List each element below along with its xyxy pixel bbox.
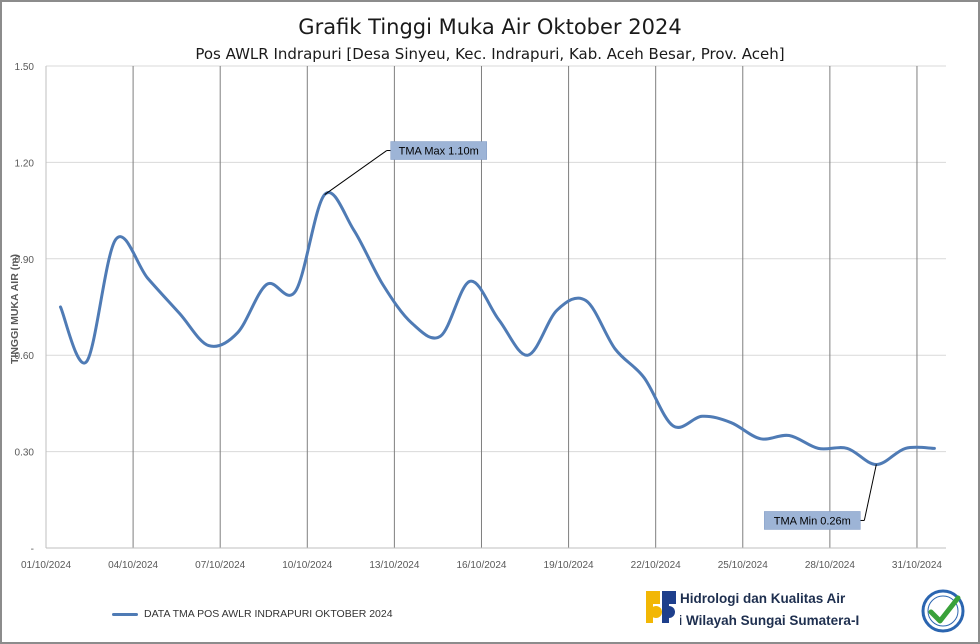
x-tick-label: 22/10/2024 bbox=[631, 560, 681, 571]
x-tick-label: 19/10/2024 bbox=[544, 560, 594, 571]
x-tick-label: 13/10/2024 bbox=[369, 560, 419, 571]
legend-swatch bbox=[112, 612, 138, 616]
annotation-label: TMA Min 0.26m bbox=[774, 515, 851, 527]
x-tick-label: 10/10/2024 bbox=[282, 560, 332, 571]
y-axis-title: TINGGI MUKA AIR (m) bbox=[9, 254, 21, 364]
y-tick-label: 0.60 bbox=[15, 351, 35, 362]
annotation-leader bbox=[863, 464, 877, 521]
annotation-box bbox=[390, 141, 487, 160]
org-line-2: Balai Wilayah Sungai Sumatera-I bbox=[650, 613, 860, 628]
x-tick-label: 01/10/2024 bbox=[21, 560, 71, 571]
y-tick-label: 0.90 bbox=[15, 255, 35, 266]
chart-title: Grafik Tinggi Muka Air Oktober 2024 bbox=[298, 15, 682, 39]
y-tick-label: 0.30 bbox=[15, 448, 35, 459]
series-line bbox=[59, 191, 936, 466]
annotation-leader bbox=[324, 150, 387, 195]
pu-logo-icon bbox=[642, 588, 680, 626]
annotation-box bbox=[764, 511, 861, 530]
y-tick-label: 1.20 bbox=[15, 158, 35, 169]
org-line-1: Unit Hidrologi dan Kualitas Air bbox=[650, 591, 846, 606]
y-tick-label: - bbox=[31, 544, 34, 555]
x-tick-label: 16/10/2024 bbox=[456, 560, 506, 571]
y-tick-label: 1.50 bbox=[15, 62, 35, 73]
chart-subtitle: Pos AWLR Indrapuri [Desa Sinyeu, Kec. In… bbox=[195, 45, 785, 63]
legend-label: DATA TMA POS AWLR INDRAPURI OKTOBER 2024 bbox=[144, 608, 393, 620]
annotation-label: TMA Max 1.10m bbox=[399, 146, 479, 158]
x-tick-label: 28/10/2024 bbox=[805, 560, 855, 571]
x-tick-label: 25/10/2024 bbox=[718, 560, 768, 571]
legend: DATA TMA POS AWLR INDRAPURI OKTOBER 2024 bbox=[112, 608, 393, 620]
x-tick-label: 31/10/2024 bbox=[892, 560, 942, 571]
x-tick-label: 04/10/2024 bbox=[108, 560, 158, 571]
x-tick-label: 07/10/2024 bbox=[195, 560, 245, 571]
certified-badge-icon bbox=[921, 589, 965, 633]
organization-block: Unit Hidrologi dan Kualitas Air Balai Wi… bbox=[642, 588, 859, 632]
